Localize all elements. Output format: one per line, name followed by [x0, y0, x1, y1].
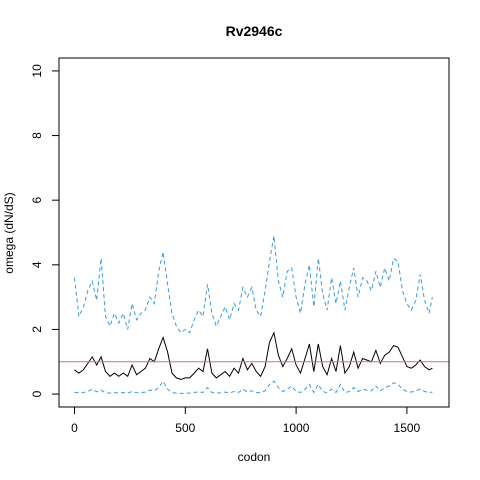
y-tick-label-8: 8	[30, 132, 44, 139]
y-axis-title: omega (dN/dS)	[2, 192, 16, 273]
x-tick-label-0: 0	[71, 421, 78, 435]
y-tick-label-2: 2	[30, 326, 44, 333]
plot-area: 0 500 1000 1500 0 2 4 6 8 10	[30, 57, 450, 435]
chart-title: Rv2946c	[226, 23, 283, 39]
x-axis-title: codon	[238, 450, 271, 464]
y-tick-label-0: 0	[30, 390, 44, 397]
y-tick-label-6: 6	[30, 197, 44, 204]
series-upper-bound-line	[74, 235, 433, 334]
plot-frame	[58, 57, 450, 408]
x-tick-label-1000: 1000	[283, 421, 310, 435]
x-tick-label-1500: 1500	[394, 421, 421, 435]
x-tick-label-500: 500	[175, 421, 195, 435]
y-tick-label-4: 4	[30, 261, 44, 268]
series-lower-bound-line	[74, 380, 433, 394]
series-estimate-line	[74, 331, 433, 381]
y-tick-label-10: 10	[30, 64, 44, 78]
